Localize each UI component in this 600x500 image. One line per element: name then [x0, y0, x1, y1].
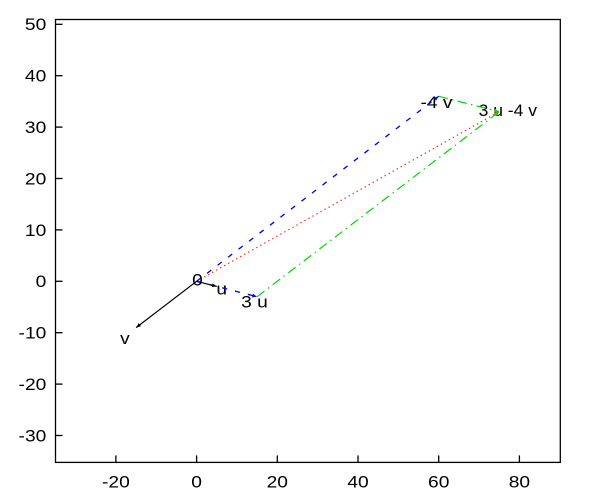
svg-text:u: u — [216, 279, 227, 298]
svg-text:40: 40 — [25, 67, 46, 86]
svg-text:20: 20 — [25, 169, 46, 188]
svg-text:-10: -10 — [19, 324, 47, 343]
svg-text:3 u -4 v: 3 u -4 v — [479, 100, 538, 120]
svg-text:80: 80 — [509, 473, 530, 492]
svg-text:50: 50 — [25, 15, 46, 34]
svg-text:3 u: 3 u — [241, 293, 268, 312]
svg-text:-30: -30 — [19, 426, 47, 445]
svg-text:10: 10 — [25, 221, 46, 240]
svg-text:60: 60 — [428, 473, 449, 492]
svg-text:40: 40 — [347, 473, 368, 492]
svg-text:30: 30 — [25, 118, 46, 137]
svg-text:0: 0 — [191, 473, 202, 492]
svg-text:-4 v: -4 v — [420, 93, 452, 112]
svg-text:20: 20 — [267, 473, 288, 492]
svg-text:-20: -20 — [102, 473, 130, 492]
svg-text:0: 0 — [36, 272, 47, 291]
svg-text:v: v — [120, 329, 130, 348]
svg-text:-20: -20 — [19, 375, 47, 394]
